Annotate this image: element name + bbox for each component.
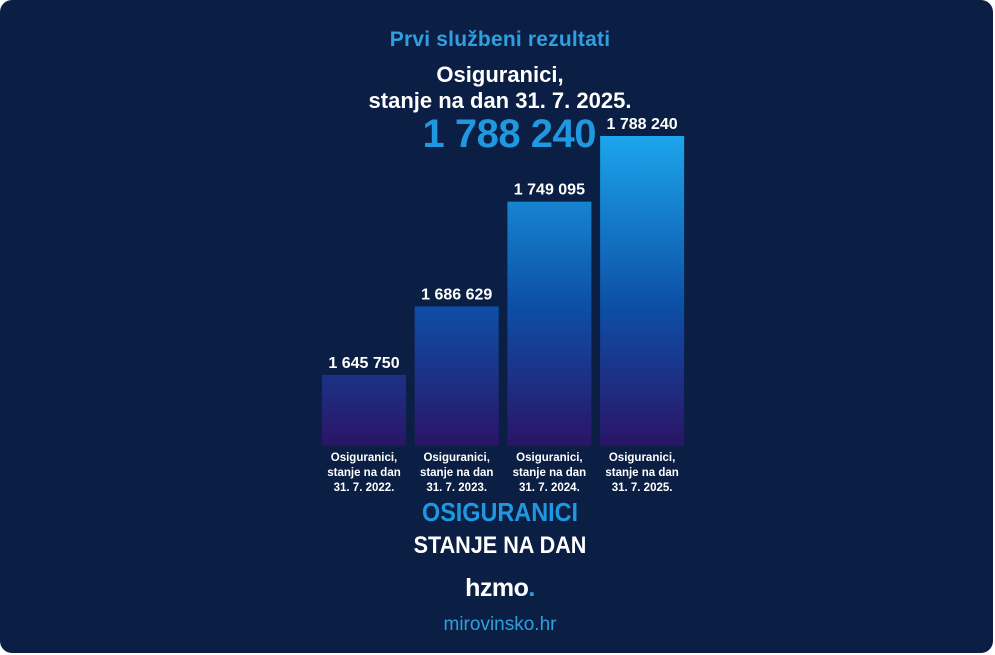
category-label-line: Osiguranici, [609, 452, 675, 464]
category-label-line: Osiguranici, [516, 452, 582, 464]
footer-subtitle: STANJE NA DAN [413, 532, 587, 559]
category-label-line: stanje na dan [605, 467, 679, 479]
category-label-4: Osiguranici, stanje na dan 31. 7. 2025. [605, 452, 679, 494]
bar-2 [414, 306, 499, 446]
bars-group [322, 136, 685, 446]
category-label-3: Osiguranici, stanje na dan 31. 7. 2024. [513, 452, 587, 494]
hzmo-logo: hzmo. [0, 574, 993, 603]
headline-value: 1 788 240 [422, 112, 597, 156]
website-link[interactable]: mirovinsko.hr [443, 614, 557, 635]
bar-value-label-1: 1 645 750 [328, 355, 399, 372]
chart-title: Osiguranici, stanje na dan 31. 7. 2025. [0, 62, 993, 114]
category-label-line: stanje na dan [420, 467, 494, 479]
footer-title: OSIGURANICI [421, 497, 579, 527]
category-label-line: 31. 7. 2025. [612, 482, 673, 494]
category-labels-group: Osiguranici, stanje na dan 31. 7. 2022.Osi… [327, 452, 679, 494]
category-label-line: stanje na dan [327, 467, 401, 479]
bar-value-label-2: 1 686 629 [421, 286, 492, 303]
category-label-2: Osiguranici, stanje na dan 31. 7. 2023. [420, 452, 494, 494]
bar-1 [322, 375, 406, 446]
chart-title-line-2: stanje na dan 31. 7. 2025. [368, 88, 632, 113]
category-label-line: 31. 7. 2022. [334, 482, 395, 494]
value-labels-group: 1 645 750 1 686 629 1 749 095 1 788 240 [328, 116, 677, 372]
category-label-line: Osiguranici, [423, 452, 489, 464]
bar-value-label-4: 1 788 240 [607, 116, 678, 133]
bar-4 [600, 136, 685, 446]
kicker-text: Prvi službeni rezultati [389, 28, 611, 51]
bar-value-label-3: 1 749 095 [514, 182, 585, 199]
category-label-line: 31. 7. 2024. [519, 482, 580, 494]
category-label-line: stanje na dan [513, 467, 587, 479]
bar-3 [507, 201, 592, 446]
category-label-line: Osiguranici, [331, 452, 397, 464]
chart-title-line-1: Osiguranici, [436, 62, 564, 87]
category-label-1: Osiguranici, stanje na dan 31. 7. 2022. [327, 452, 401, 494]
category-label-line: 31. 7. 2023. [426, 482, 487, 494]
bar-chart: 1 645 750 1 686 629 1 749 095 1 788 240 Osi… [322, 116, 685, 494]
logo-text: hzmo [465, 574, 529, 602]
logo-dot: . [528, 574, 535, 602]
